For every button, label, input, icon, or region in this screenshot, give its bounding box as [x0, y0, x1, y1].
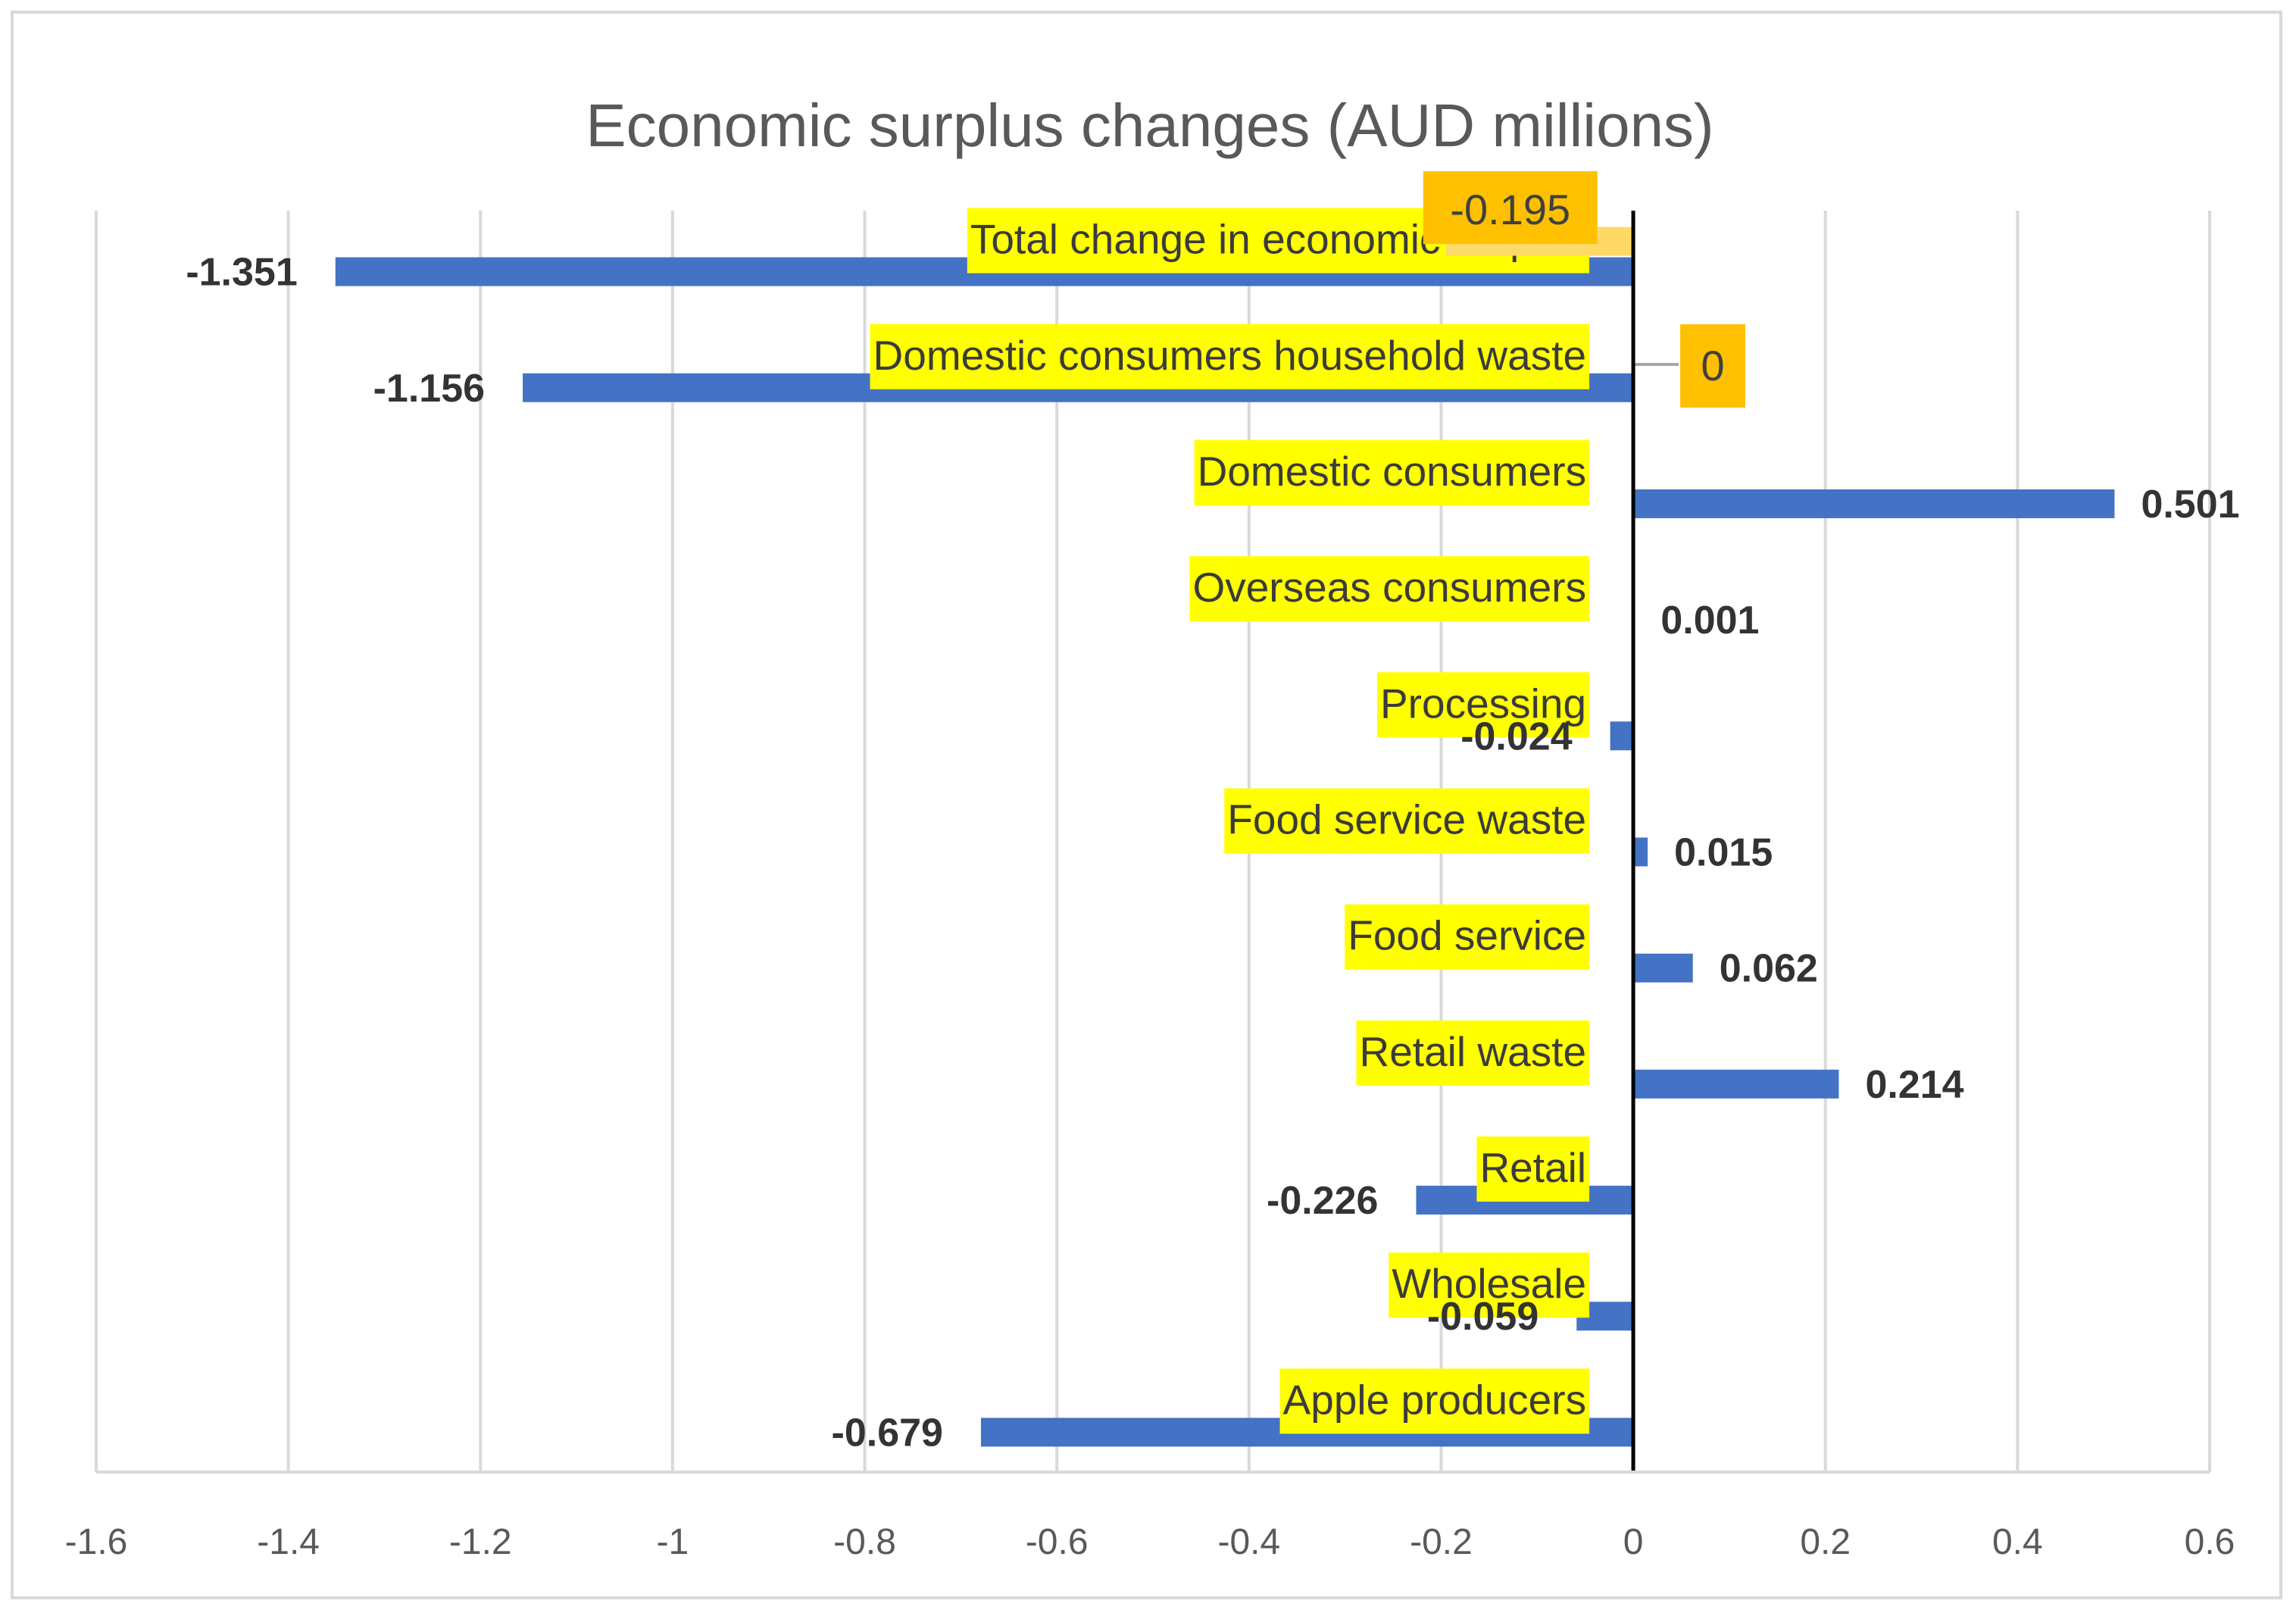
- chart-canvas: Economic surplus changes (AUD millions) …: [65, 92, 2240, 1562]
- category-highlight: [1189, 556, 1590, 622]
- x-tick-label: -1.2: [449, 1522, 512, 1562]
- value-labels: -1.351 -1.156 0.501 0.001 -0.024 0.015 0.062 0.…: [186, 251, 2239, 1455]
- category-highlight: [1194, 439, 1590, 505]
- blue-value-label: 0.501: [2141, 483, 2239, 527]
- blue-value-label: -0.059: [1427, 1295, 1538, 1339]
- orange-value-box: [1680, 324, 1746, 408]
- blue-bar: [1633, 1069, 1839, 1099]
- blue-value-label: 0.015: [1674, 831, 1773, 875]
- axes: -1.6 -1.4 -1.2 -1 -0.8 -0.6 -0.4 -0.2 0 0.2 0.4 0.6: [65, 211, 2235, 1562]
- gridlines: [95, 211, 2211, 1472]
- x-tick-label: 0.6: [2185, 1522, 2235, 1562]
- x-tick-label: 0: [1623, 1522, 1644, 1562]
- blue-value-label: -0.679: [832, 1411, 943, 1455]
- blue-value-label: -1.351: [186, 251, 297, 295]
- category-highlight: [1476, 1136, 1590, 1202]
- category-label: Food service: [1348, 912, 1586, 959]
- x-tick-label: -0.6: [1026, 1522, 1089, 1562]
- category-highlight: [870, 324, 1590, 389]
- x-tick-label: -0.4: [1217, 1522, 1280, 1562]
- blue-value-label: 0.062: [1720, 947, 1818, 991]
- chart-title: Economic surplus changes (AUD millions): [586, 92, 1713, 159]
- category-label: Domestic consumers: [1198, 448, 1586, 495]
- category-highlight: [1224, 788, 1590, 854]
- blue-value-label: 0.214: [1865, 1063, 1963, 1107]
- blue-value-label: -0.226: [1267, 1179, 1378, 1223]
- blue-bar: [1633, 953, 1693, 983]
- blue-bar: [1633, 489, 2115, 518]
- x-tick-label: -0.2: [1410, 1522, 1473, 1562]
- orange-series: -0.195 0: [1423, 171, 1746, 408]
- category-highlight: [1389, 1252, 1590, 1318]
- category-label: Retail waste: [1360, 1028, 1587, 1075]
- x-tick-label: -0.8: [833, 1522, 896, 1562]
- blue-value-label: 0.001: [1660, 599, 1759, 642]
- category-highlight: [1377, 672, 1590, 738]
- category-label: Domestic consumers household waste: [873, 332, 1587, 379]
- category-highlight: [1345, 904, 1590, 970]
- x-tick-label: 0.4: [1992, 1522, 2043, 1562]
- category-highlight: [1356, 1020, 1590, 1086]
- x-tick-label: -1.6: [65, 1522, 128, 1562]
- blue-bar: [1633, 837, 1648, 867]
- category-labels: Total change in economic surplusDomestic…: [870, 208, 1590, 1434]
- orange-value-label: 0: [1701, 342, 1725, 389]
- blue-value-label: -0.024: [1460, 714, 1573, 758]
- category-label: Apple producers: [1283, 1376, 1587, 1423]
- category-label: Processing: [1380, 680, 1586, 727]
- orange-value-label: -0.195: [1450, 186, 1570, 233]
- x-tick-label: 0.2: [1800, 1522, 1851, 1562]
- x-tick-label: -1.4: [257, 1522, 320, 1562]
- blue-value-label: -1.156: [373, 367, 485, 411]
- blue-bar: [1610, 721, 1634, 751]
- category-label: Wholesale: [1392, 1260, 1586, 1307]
- category-highlight: [1279, 1368, 1590, 1434]
- category-label: Food service waste: [1227, 796, 1586, 843]
- category-label: Overseas consumers: [1192, 564, 1586, 611]
- x-tick-label: -1: [657, 1522, 689, 1562]
- orange-value-box: [1423, 171, 1598, 244]
- chart-frame: Economic surplus changes (AUD millions) …: [11, 11, 2282, 1599]
- category-label: Retail: [1479, 1144, 1586, 1191]
